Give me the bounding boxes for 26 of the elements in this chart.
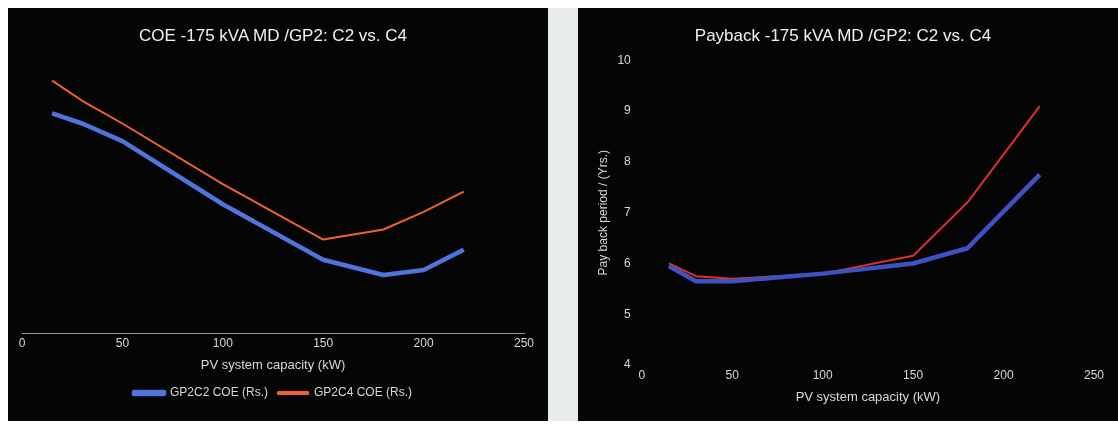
- legend-label: GP2C2 COE (Rs.): [169, 385, 268, 400]
- legend-label: GP2C4 COE (Rs.): [314, 385, 413, 400]
- y-tick-label: 6: [624, 255, 632, 270]
- x-tick-label: 50: [115, 335, 130, 350]
- y-tick-label: 4: [624, 357, 632, 372]
- x-tick-label: 250: [513, 335, 535, 350]
- x-tick-label: 150: [313, 335, 334, 350]
- y-tick-label: 9: [624, 103, 632, 118]
- x-tick-label: 250: [1083, 367, 1105, 382]
- x-tick-label: 200: [413, 335, 434, 350]
- y-tick-label: 5: [624, 306, 632, 321]
- chart-title: Payback -175 kVA MD /GP2: C2 vs. C4: [694, 25, 992, 45]
- x-tick-label: 100: [812, 367, 833, 382]
- x-axis-title: PV system capacity (kW): [200, 356, 346, 372]
- y-tick-label: 8: [624, 154, 632, 169]
- x-axis-title: PV system capacity (kW): [795, 388, 941, 404]
- x-tick-label: 0: [638, 367, 646, 382]
- x-tick-label: 200: [993, 367, 1014, 382]
- y-axis-title: Pay back period / (Yrs.): [595, 150, 610, 276]
- x-tick-label: 100: [212, 335, 234, 350]
- chart-title: COE -175 kVA MD /GP2: C2 vs. C4: [139, 25, 407, 45]
- x-tick-label: 50: [725, 367, 740, 382]
- y-tick-label: 10: [617, 52, 632, 67]
- y-tick-label: 7: [624, 205, 632, 220]
- x-tick-label: 150: [903, 367, 924, 382]
- x-tick-label: 0: [18, 335, 26, 350]
